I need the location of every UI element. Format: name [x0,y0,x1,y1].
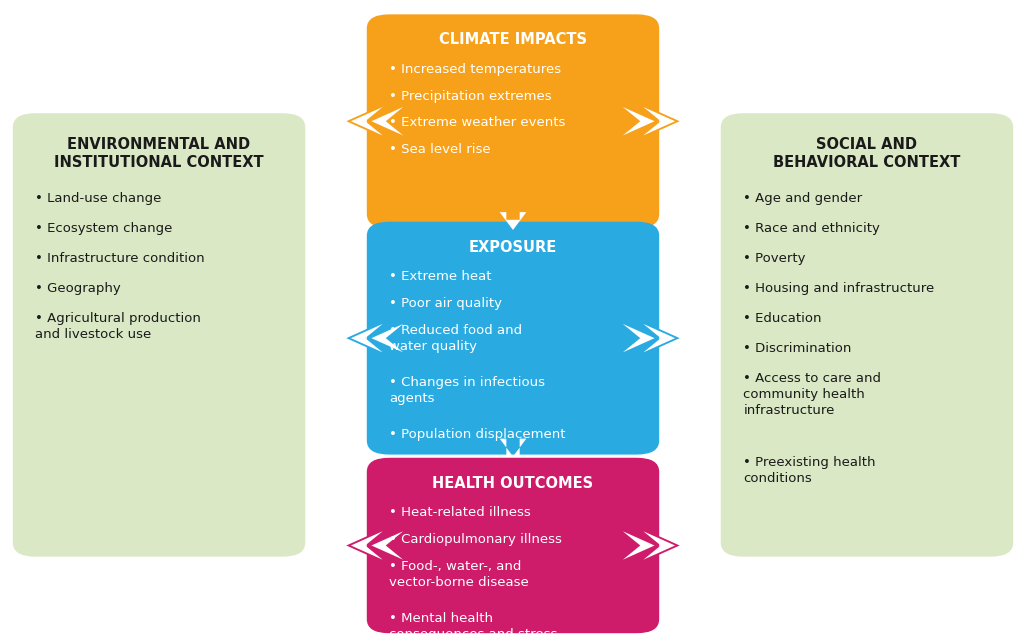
FancyBboxPatch shape [367,15,659,228]
Text: • Geography: • Geography [36,282,121,295]
Text: • Land-use change: • Land-use change [36,191,162,205]
Polygon shape [500,212,526,230]
Text: • Agricultural production
and livestock use: • Agricultural production and livestock … [36,312,201,341]
Text: • Extreme weather events: • Extreme weather events [390,117,565,130]
Text: • Mental health
consequences and stress: • Mental health consequences and stress [390,612,558,638]
Text: • Heat-related illness: • Heat-related illness [390,507,531,519]
Polygon shape [638,527,679,564]
Polygon shape [500,439,526,457]
FancyBboxPatch shape [720,114,1014,556]
Polygon shape [623,107,655,135]
Text: • Population displacement: • Population displacement [390,429,566,441]
Text: • Poor air quality: • Poor air quality [390,297,503,310]
Polygon shape [643,324,675,352]
Polygon shape [351,531,383,560]
Text: • Education: • Education [743,312,822,325]
Polygon shape [367,527,408,564]
Polygon shape [638,320,679,357]
Text: • Sea level rise: • Sea level rise [390,144,491,156]
FancyBboxPatch shape [13,114,306,556]
Text: • Extreme heat: • Extreme heat [390,271,491,283]
Polygon shape [347,103,388,140]
Text: HEALTH OUTCOMES: HEALTH OUTCOMES [432,476,594,491]
Polygon shape [371,531,403,560]
Polygon shape [371,107,403,135]
Text: • Discrimination: • Discrimination [743,342,852,355]
Text: • Increased temperatures: • Increased temperatures [390,63,561,76]
Polygon shape [347,320,388,357]
Polygon shape [371,324,403,352]
Polygon shape [643,531,675,560]
Text: ENVIRONMENTAL AND
INSTITUTIONAL CONTEXT: ENVIRONMENTAL AND INSTITUTIONAL CONTEXT [54,138,264,170]
Polygon shape [351,107,383,135]
Text: • Cardiopulmonary illness: • Cardiopulmonary illness [390,533,562,546]
Text: SOCIAL AND
BEHAVIORAL CONTEXT: SOCIAL AND BEHAVIORAL CONTEXT [774,138,960,170]
Polygon shape [618,103,659,140]
Polygon shape [618,527,659,564]
Polygon shape [623,324,655,352]
Text: • Housing and infrastructure: • Housing and infrastructure [743,282,935,295]
Polygon shape [623,531,655,560]
Text: EXPOSURE: EXPOSURE [469,240,557,255]
Polygon shape [643,107,675,135]
Polygon shape [351,324,383,352]
Text: • Changes in infectious
agents: • Changes in infectious agents [390,376,546,405]
Text: • Age and gender: • Age and gender [743,191,863,205]
Text: • Poverty: • Poverty [743,252,805,265]
Polygon shape [638,103,679,140]
FancyBboxPatch shape [367,222,659,454]
Text: • Food-, water-, and
vector-borne disease: • Food-, water-, and vector-borne diseas… [390,560,529,589]
Polygon shape [367,103,408,140]
Polygon shape [618,320,659,357]
Text: • Precipitation extremes: • Precipitation extremes [390,90,552,103]
Text: • Reduced food and
water quality: • Reduced food and water quality [390,324,522,353]
Text: CLIMATE IMPACTS: CLIMATE IMPACTS [439,32,587,47]
Text: • Preexisting health
conditions: • Preexisting health conditions [743,457,876,486]
Polygon shape [367,320,408,357]
Text: • Access to care and
community health
infrastructure: • Access to care and community health in… [743,372,881,417]
Polygon shape [347,527,388,564]
Text: • Race and ethnicity: • Race and ethnicity [743,222,880,235]
Text: • Infrastructure condition: • Infrastructure condition [36,252,205,265]
FancyBboxPatch shape [367,458,659,633]
Text: • Ecosystem change: • Ecosystem change [36,222,172,235]
